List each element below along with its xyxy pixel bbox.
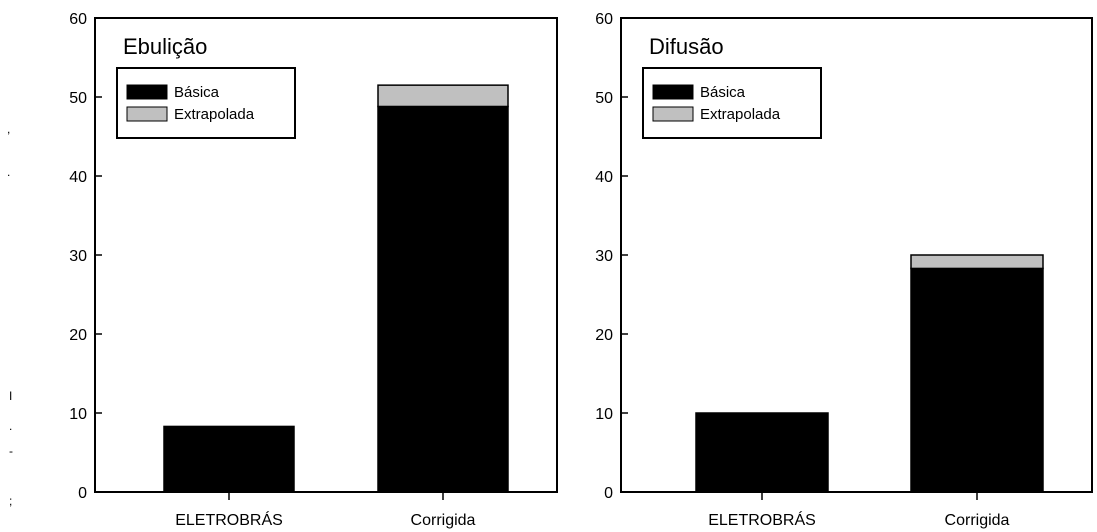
x-axis: ELETROBRÁS Corrigida xyxy=(175,492,476,529)
legend: Básica Extrapolada xyxy=(116,67,296,139)
y-axis: 0 10 20 30 40 50 60 xyxy=(69,11,102,502)
edge-mark: . xyxy=(7,165,10,179)
y-tick-label: 50 xyxy=(69,90,87,107)
panel-title: Difusão xyxy=(649,34,724,59)
edge-mark: - xyxy=(9,444,13,458)
legend-label-extrapolada: Extrapolada xyxy=(174,106,255,123)
y-tick-label: 40 xyxy=(595,169,613,186)
y-tick-label: 50 xyxy=(595,90,613,107)
x-tick-label: Corrigida xyxy=(945,512,1010,529)
left-edge-marks: , . I . - ; xyxy=(7,122,13,508)
edge-mark: ; xyxy=(9,494,12,508)
bars xyxy=(163,84,509,493)
y-tick-label: 20 xyxy=(69,327,87,344)
y-tick-label: 40 xyxy=(69,169,87,186)
y-tick-label: 30 xyxy=(69,248,87,265)
y-tick-label: 60 xyxy=(595,11,613,28)
bar-basica-0 xyxy=(695,412,829,493)
bar-basica-1 xyxy=(377,105,509,493)
y-tick-label: 30 xyxy=(595,248,613,265)
x-axis: ELETROBRÁS Corrigida xyxy=(708,492,1010,529)
y-tick-label: 0 xyxy=(78,485,87,502)
y-tick-label: 20 xyxy=(595,327,613,344)
x-tick-label: ELETROBRÁS xyxy=(708,510,816,529)
y-tick-label: 0 xyxy=(604,485,613,502)
bars xyxy=(695,254,1044,493)
edge-mark: , xyxy=(7,122,10,136)
legend-label-basica: Básica xyxy=(700,84,746,101)
legend-box xyxy=(642,67,822,139)
legend-swatch-basica xyxy=(652,84,694,100)
legend-swatch-extrapolada xyxy=(652,106,694,122)
legend: Básica Extrapolada xyxy=(642,67,822,139)
y-tick-label: 60 xyxy=(69,11,87,28)
chart-panel-difusao: 0 10 20 30 40 50 60 ELETROBRÁS Corrigida Difusã… xyxy=(595,11,1093,529)
legend-box xyxy=(116,67,296,139)
legend-swatch-extrapolada xyxy=(126,106,168,122)
bar-basica-0 xyxy=(163,425,295,493)
x-tick-label: Corrigida xyxy=(411,512,476,529)
edge-mark: I xyxy=(9,389,12,403)
y-axis: 0 10 20 30 40 50 60 xyxy=(595,11,628,502)
legend-swatch-basica xyxy=(126,84,168,100)
y-tick-label: 10 xyxy=(595,406,613,423)
panel-title: Ebulição xyxy=(123,34,207,59)
bar-extrapolada-1 xyxy=(910,254,1044,270)
legend-label-basica: Básica xyxy=(174,84,220,101)
bar-extrapolada-1 xyxy=(377,84,509,108)
y-tick-label: 10 xyxy=(69,406,87,423)
legend-label-extrapolada: Extrapolada xyxy=(700,106,781,123)
chart-panel-ebulicao: 0 10 20 30 40 50 60 ELETROBRÁS Corrigida Ebuliç… xyxy=(69,11,558,529)
bar-basica-1 xyxy=(910,267,1044,493)
edge-mark: . xyxy=(9,419,12,433)
x-tick-label: ELETROBRÁS xyxy=(175,510,283,529)
